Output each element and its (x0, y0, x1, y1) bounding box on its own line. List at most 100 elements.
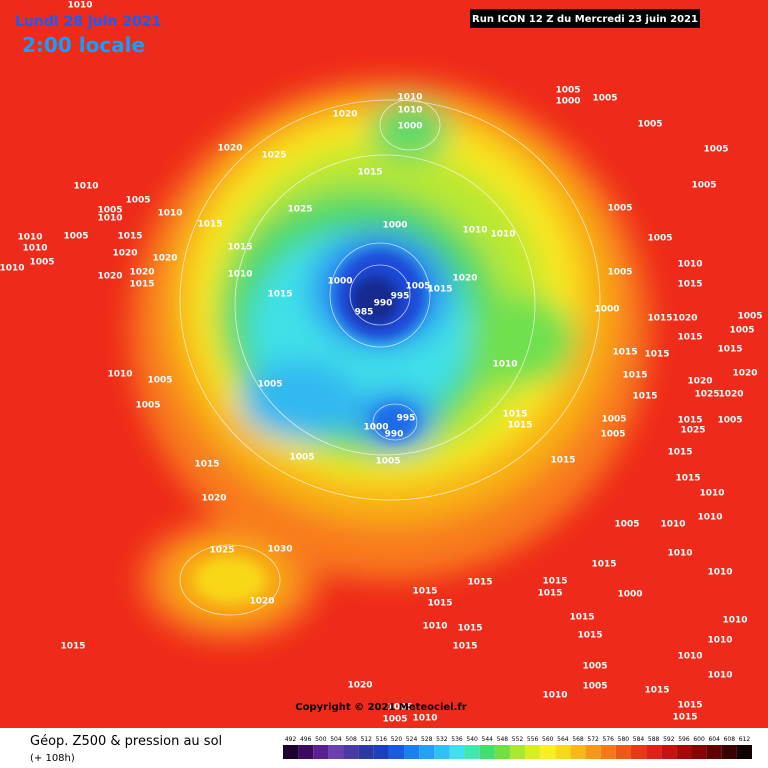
legend-value: 500 (315, 736, 327, 743)
isobar-label: 1005 (717, 416, 742, 426)
isobar-label: 1015 (427, 285, 452, 295)
isobar-label: 1010 (707, 568, 732, 578)
isobar-label: 1010 (722, 616, 747, 626)
isobar-label: 1005 (647, 234, 672, 244)
isobar-label: 1005 (135, 401, 160, 411)
isobar-label: 1015 (542, 577, 567, 587)
isobar-label: 1010 (107, 370, 132, 380)
isobar-label: 1005 (691, 181, 716, 191)
isobar-label: 1005 (729, 326, 754, 336)
run-info: Run ICON 12 Z du Mercredi 23 juin 2021 (472, 14, 698, 25)
legend-swatch (630, 745, 647, 759)
local-time: 2:00 locale (22, 33, 145, 57)
legend-swatch (419, 745, 435, 759)
isobar-label: 1000 (594, 305, 619, 315)
isobar-label: 1015 (677, 416, 702, 426)
legend-value: 524 (406, 736, 418, 743)
isobar-label: 1005 (614, 520, 639, 530)
isobar-label: 1015 (644, 350, 669, 360)
isobar-label: 990 (385, 430, 404, 440)
isobar-label: 1010 (67, 1, 92, 11)
isobar-label: 1000 (555, 97, 580, 107)
legend-value: 532 (436, 736, 448, 743)
legend-swatch (358, 745, 374, 759)
isobar-label: 1005 (582, 662, 607, 672)
isobar-label: 1010 (707, 671, 732, 681)
isobar-label: 1015 (227, 243, 252, 253)
isobar-label: 1020 (129, 268, 154, 278)
legend-value: 576 (603, 736, 615, 743)
isobar-label: 1010 (677, 260, 702, 270)
legend-value: 548 (497, 736, 509, 743)
isobar-label: 1015 (675, 474, 700, 484)
isobar-label: 1010 (677, 652, 702, 662)
isobar-label: 1010 (492, 360, 517, 370)
legend-value: 536 (451, 736, 463, 743)
isobar-label: 1015 (537, 589, 562, 599)
legend-swatch (540, 745, 556, 759)
legend-swatch (736, 745, 752, 759)
isobar-label: 1005 (703, 145, 728, 155)
legend-swatch (570, 745, 586, 759)
isobar-label: 1010 (22, 244, 47, 254)
isobar-label: 1015 (644, 686, 669, 696)
isobar-label: 1015 (467, 578, 492, 588)
isobar-label: 1010 (667, 549, 692, 559)
isobar-label: 1015 (412, 587, 437, 597)
isobar-label: 1010 (707, 636, 732, 646)
isobar-label: 1015 (717, 345, 742, 355)
legend-swatch (373, 745, 389, 759)
legend-value: 492 (285, 736, 297, 743)
legend-swatch (600, 745, 616, 759)
copyright: Copyright © 2021 Meteociel.fr (295, 702, 466, 713)
isobar-label: 1010 (157, 209, 182, 219)
isobar-label: 1005 (29, 258, 54, 268)
legend-value: 520 (391, 736, 403, 743)
isobar-label: 1005 (637, 120, 662, 130)
isobar-label: 1015 (647, 314, 672, 324)
legend-value: 560 (542, 736, 554, 743)
isobar-label: 1015 (612, 348, 637, 358)
isobar-label: 1015 (60, 642, 85, 652)
legend-value: 516 (376, 736, 388, 743)
legend-swatch (646, 745, 662, 759)
isobar-label: 1020 (217, 144, 242, 154)
legend-value: 596 (678, 736, 690, 743)
isobar-label: 1020 (249, 597, 274, 607)
isobar-label: 1020 (732, 369, 757, 379)
legend-swatch (328, 745, 344, 759)
isobar-label: 1015 (550, 456, 575, 466)
isobar-label: 1005 (382, 715, 407, 725)
isobar-label: 1020 (687, 377, 712, 387)
isobar-label: 995 (397, 414, 416, 424)
isobar-label: 1000 (327, 277, 352, 287)
isobar-label: 1010 (397, 106, 422, 116)
legend-value: 496 (300, 736, 312, 743)
isobar-label: 1015 (427, 599, 452, 609)
legend-swatch (434, 745, 450, 759)
legend-value: 544 (482, 736, 494, 743)
isobar-label: 1005 (405, 282, 430, 292)
isobar-label: 1005 (737, 312, 762, 322)
isobar-label: 1020 (347, 681, 372, 691)
isobar-label: 1015 (667, 448, 692, 458)
isobar-label: 1010 (17, 233, 42, 243)
isobar-label: 1025 (680, 426, 705, 436)
isobar-label: 1015 (117, 232, 142, 242)
isobar-label: 1020 (718, 390, 743, 400)
isobar-label: 1015 (357, 168, 382, 178)
isobar-label: 1015 (569, 613, 594, 623)
isobar-label: 1010 (462, 226, 487, 236)
legend-swatch (525, 745, 541, 759)
legend-value: 612 (739, 736, 751, 743)
legend-value: 504 (330, 736, 342, 743)
legend-value: 512 (360, 736, 372, 743)
isobar-label: 1010 (697, 513, 722, 523)
isobar-label: 1005 (125, 196, 150, 206)
legend-value: 556 (527, 736, 539, 743)
isobar-label: 1025 (261, 151, 286, 161)
isobar-label: 1020 (152, 254, 177, 264)
